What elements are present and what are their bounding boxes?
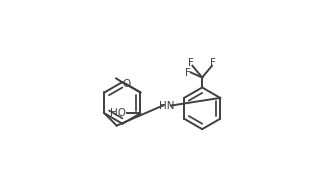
Text: HN: HN: [159, 101, 175, 111]
Text: F: F: [188, 58, 194, 68]
Text: O: O: [122, 79, 131, 89]
Text: F: F: [185, 68, 191, 78]
Text: F: F: [211, 58, 216, 68]
Text: HO: HO: [110, 108, 126, 118]
